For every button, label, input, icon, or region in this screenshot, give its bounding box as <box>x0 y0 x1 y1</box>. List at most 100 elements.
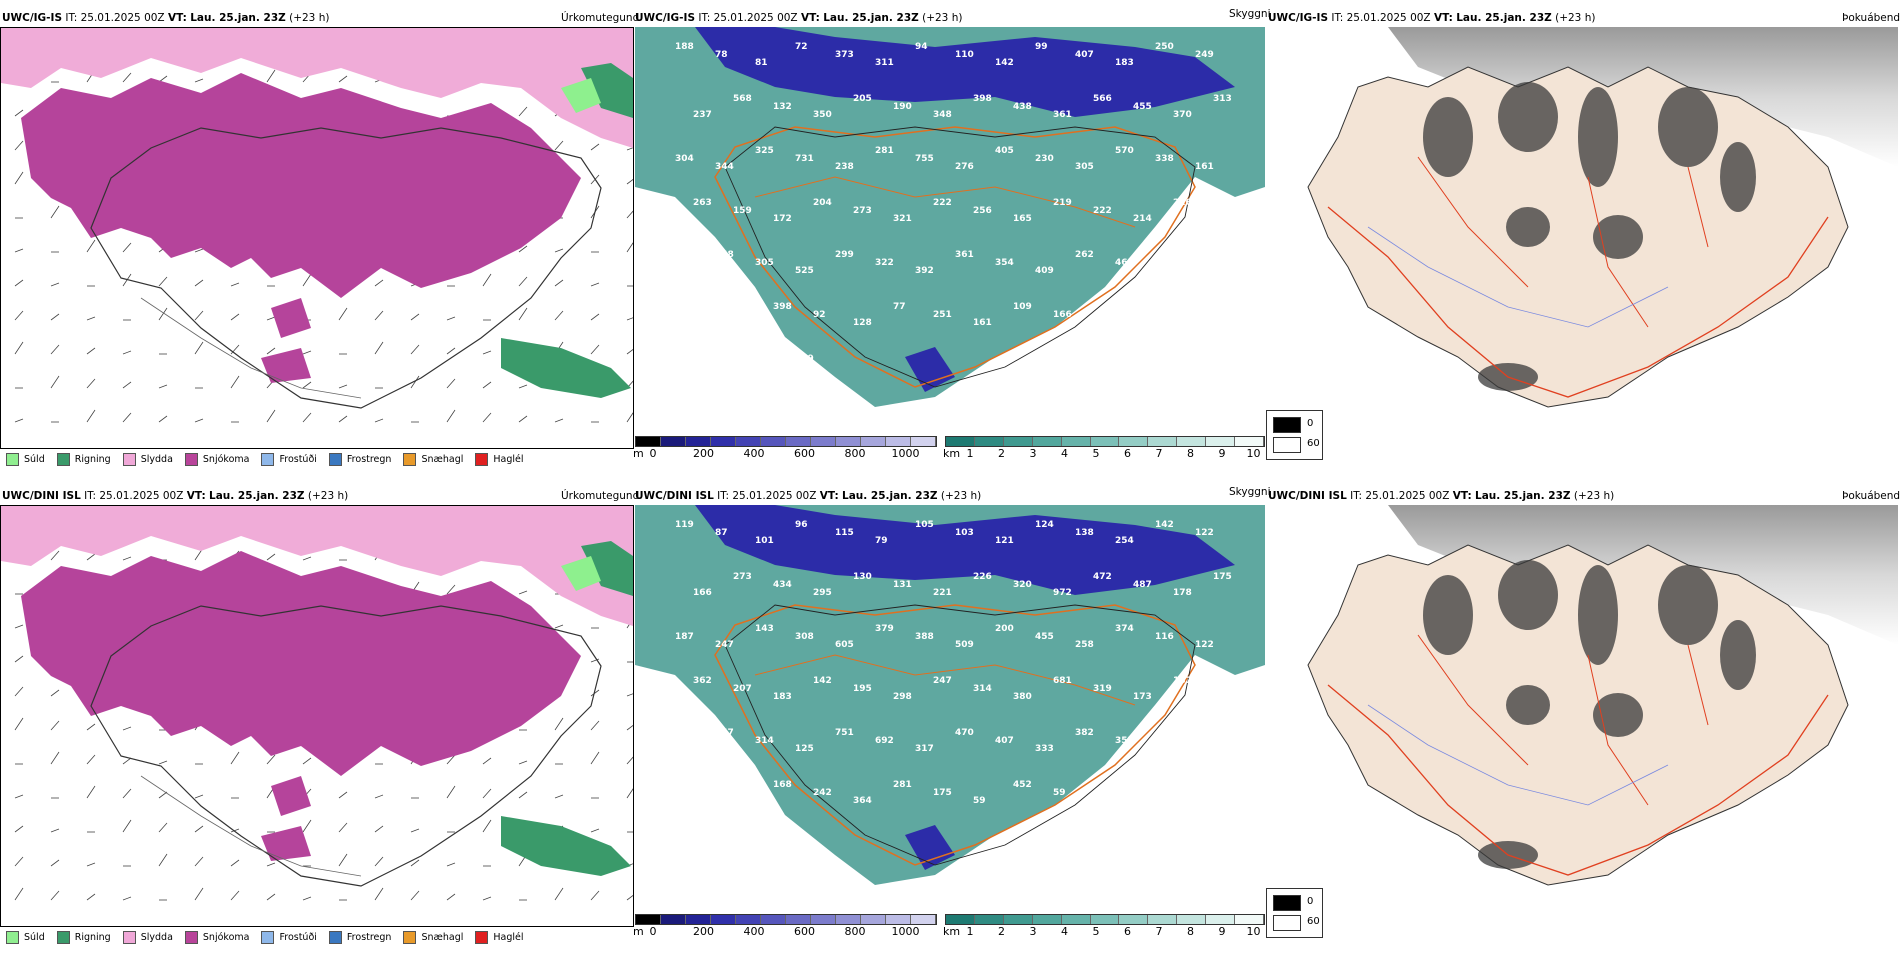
cloud-height-label: 121 <box>995 536 1014 546</box>
cloud-map[interactable]: 188 78 81 72 373 311 94 110 142 99 407 183 250 249 237… <box>635 27 1265 431</box>
cloud-height-label: 509 <box>955 640 974 650</box>
cloud-height-label: 407 <box>995 736 1014 746</box>
vt-label: VT: <box>819 490 839 502</box>
precip-map[interactable] <box>0 505 634 927</box>
it-value: 25.01.2025 00Z <box>1365 490 1450 502</box>
fog-legend-low-swatch <box>1273 437 1301 453</box>
cloud-height-label: 434 <box>773 580 792 590</box>
cloud-height-label: 305 <box>755 258 774 268</box>
legend-label: Snæhagl <box>421 931 464 943</box>
cloud-height-label: 237 <box>693 110 712 120</box>
visibility-unit: km <box>943 925 961 938</box>
snow-patch <box>271 776 311 816</box>
vt-value: Lau. 25.jan. 23Z <box>1456 12 1552 24</box>
roads <box>1327 206 1829 398</box>
precip-map[interactable] <box>0 27 634 449</box>
coastline <box>724 604 1196 866</box>
cloud-map-svg: 119 87 101 96 115 79 105 103 121 124 138 254 142 122 1… <box>635 505 1265 909</box>
coastline <box>90 127 602 409</box>
cloud-height-label: 172 <box>773 214 792 224</box>
legend-item: Haglél <box>475 930 524 944</box>
fog-legend-high: 0 <box>1307 896 1314 907</box>
fog-legend-low-swatch <box>1273 915 1301 931</box>
cloud-height-label: 81 <box>755 58 768 68</box>
roads <box>714 126 1196 388</box>
legend-swatch <box>261 452 275 466</box>
cloud-height-label: 79 <box>875 536 888 546</box>
precip-legend: Súld Rigning Slydda Snjókoma Frostúði Frostre… <box>6 450 536 468</box>
cloud-height-label: 392 <box>915 266 934 276</box>
cloud-height-label: 195 <box>853 684 872 694</box>
cloud-height-label: 407 <box>1075 50 1094 60</box>
cloud-height-label: 273 <box>853 206 872 216</box>
rain-area <box>581 541 633 596</box>
rivers <box>1367 226 1669 328</box>
cloud-height-label: 361 <box>955 250 974 260</box>
cloud-height-label: 226 <box>973 572 992 582</box>
vt-value: Lau. 25.jan. 23Z <box>842 490 938 502</box>
precip-panel-title: Úrkomutegund <box>561 490 640 502</box>
legend-swatch <box>56 930 70 944</box>
lead-time: (+23 h) <box>289 12 330 24</box>
fog-map[interactable] <box>1268 27 1898 427</box>
legend-label: Frostúði <box>279 931 317 943</box>
cloud-height-label: 142 <box>813 676 832 686</box>
lead-time: (+23 h) <box>922 12 963 24</box>
visibility-tick: 4 <box>1061 925 1068 938</box>
cloud-height-label: 270 <box>715 362 734 372</box>
cloud-height-label: 175 <box>933 788 952 798</box>
cloud-height-label: 234 <box>1173 310 1192 320</box>
model-name: UWC/IG-IS <box>2 12 63 24</box>
model-name: UWC/DINI ISL <box>635 490 714 502</box>
cloud-height-label: 131 <box>893 580 912 590</box>
it-label: IT: <box>1331 12 1344 24</box>
vt-label: VT: <box>1452 490 1472 502</box>
cloud-height-label: 352 <box>1115 736 1134 746</box>
cloud-height-labels: 119 87 101 96 115 79 105 103 121 124 138 254 142 122 1… <box>675 520 1232 806</box>
cloud-height-label: 175 <box>1213 572 1232 582</box>
cloud-height-label: 249 <box>1195 50 1214 60</box>
roads <box>714 604 1196 866</box>
cloud-height-label: 398 <box>973 94 992 104</box>
cloud-height-label: 222 <box>1093 206 1112 216</box>
fog-legend: 0 60 <box>1266 410 1323 460</box>
it-label: IT: <box>698 12 711 24</box>
cloud-map[interactable]: 119 87 101 96 115 79 105 103 121 124 138 254 142 122 1… <box>635 505 1265 909</box>
legend-swatch <box>475 930 489 944</box>
cloud-panel-title: Skyggni <box>1229 486 1271 498</box>
cloud-height-label: 380 <box>1195 250 1214 260</box>
legend-item: Slydda <box>122 930 173 944</box>
legend-label: Snjókoma <box>202 931 250 943</box>
legend-item: Súld <box>6 452 45 466</box>
cloud-height-label: 59 <box>1053 788 1066 798</box>
cloud-map-svg: 188 78 81 72 373 311 94 110 142 99 407 183 250 249 237… <box>635 27 1265 431</box>
cloud-height-label: 204 <box>813 198 832 208</box>
snow-patch <box>271 298 311 338</box>
cloud-height-label: 311 <box>875 58 894 68</box>
cloud-height-label: 87 <box>715 528 728 538</box>
height-tick: 1000 <box>891 447 920 460</box>
cloud-height-label: 122 <box>1195 528 1214 538</box>
cloud-height-label: 200 <box>995 624 1014 634</box>
vt-value: Lau. 25.jan. 23Z <box>1475 490 1571 502</box>
cloud-height-label: 77 <box>893 302 906 312</box>
model-name: UWC/DINI ISL <box>2 490 81 502</box>
height-tick: 0 <box>649 925 657 938</box>
legend-item: Frostregn <box>328 452 391 466</box>
cloud-height-label: 295 <box>813 588 832 598</box>
cloud-height-label: 340 <box>1155 266 1174 276</box>
legend-label: Slydda <box>140 453 173 465</box>
legend-swatch <box>403 452 417 466</box>
legend-swatch <box>475 452 489 466</box>
rivers <box>1367 704 1669 806</box>
cloud-height-label: 314 <box>973 684 992 694</box>
legend-swatch <box>6 452 19 466</box>
visibility-tick: 10 <box>1246 925 1261 938</box>
cloud-height-label: 273 <box>733 572 752 582</box>
cloud-height-label: 455 <box>1133 102 1152 112</box>
cloud-height-label: 431 <box>1133 302 1152 312</box>
fog-map[interactable] <box>1268 505 1898 905</box>
cloud-height-label: 379 <box>875 624 894 634</box>
legend-swatch <box>184 452 198 466</box>
visibility-tick: 9 <box>1218 447 1226 460</box>
